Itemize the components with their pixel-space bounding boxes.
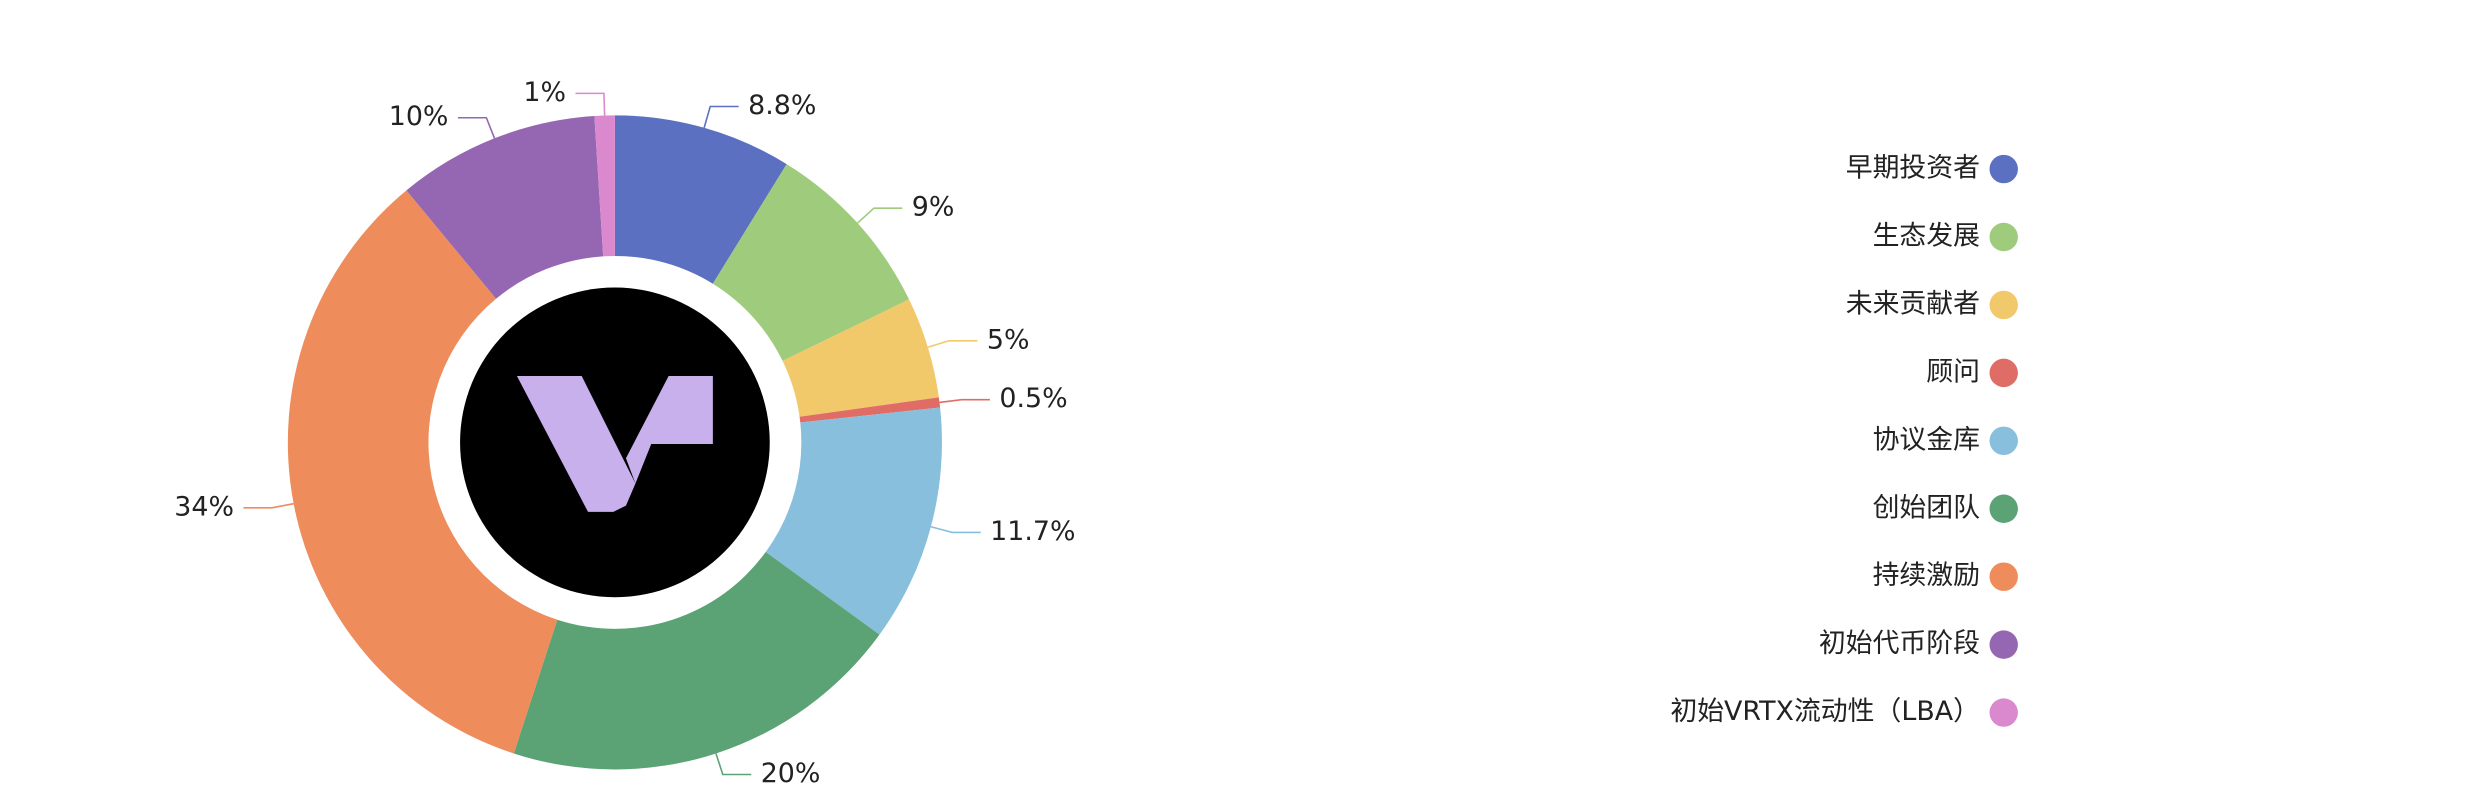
leader-line [930,525,981,534]
pie-slice [765,407,942,635]
leader-line [243,502,294,509]
pie-slice [406,115,604,299]
pie-slice [799,397,941,423]
legend-marker [1989,494,2018,523]
leader-line [457,116,496,139]
logo-background [460,287,770,598]
legend-label: 早期投资者 [1846,153,1980,184]
pie-slice [594,115,615,257]
legend-marker [1989,630,2018,659]
logo [516,376,713,512]
legend-marker [1989,562,2018,591]
pie-slice [712,164,910,361]
legend-label: 初始VRTX流动性（LBA） [1670,696,1980,727]
data-label: 9% [912,192,955,223]
data-label: 1% [523,77,566,108]
legend-marker [1989,698,2018,727]
legend-label: 生态发展 [1873,221,1980,252]
pie-slice [614,115,787,284]
legend-label: 顾问 [1926,356,1980,387]
data-label: 5% [987,324,1030,355]
leader-line [927,339,978,348]
leader-line [703,105,739,128]
data-label: 0.5% [999,383,1067,414]
leader-line [575,92,606,116]
legend-label: 未来贡献者 [1846,288,1980,319]
legend-marker [1989,222,2018,252]
legend-label: 初始代币阶段 [1819,628,1980,659]
legend-marker [1989,154,2018,184]
data-label: 20% [761,758,821,789]
leader-line [856,207,903,224]
legend-marker [1989,426,2018,456]
legend-label: 创始团队 [1873,492,1981,523]
leader-line [939,398,990,404]
legend-label: 持续激励 [1873,560,1980,591]
pie-slice [513,551,880,770]
data-label: 10% [389,101,449,132]
data-label: 34% [174,491,234,522]
pie-slice [782,299,939,417]
data-label: 11.7% [990,516,1075,547]
legend-marker [1989,290,2018,320]
legend-marker [1989,358,2018,388]
pie-slice [287,190,558,754]
legend-label: 协议金库 [1873,424,1980,455]
data-label: 8.8% [748,90,816,121]
leader-line [715,753,752,776]
